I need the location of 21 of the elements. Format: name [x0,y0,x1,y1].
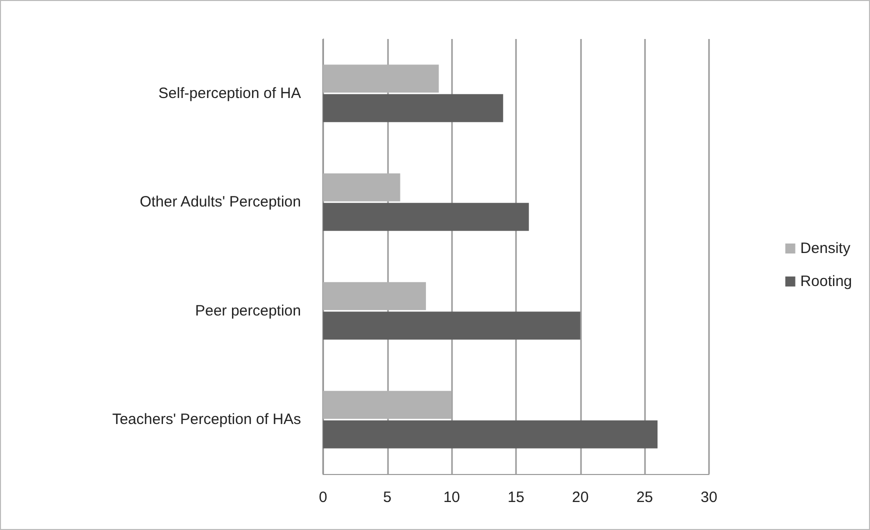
bar [323,94,504,122]
y-tick-label: Peer perception [195,302,301,320]
bar [323,202,529,231]
x-tick-label: 25 [636,489,654,506]
bar [323,312,580,340]
x-tick-label: 0 [318,489,328,506]
bar [323,390,452,419]
x-tick-label: 10 [443,489,460,506]
bar [323,282,426,310]
x-tick-label: 15 [508,489,524,506]
bar [323,420,658,448]
x-tick-label: 5 [383,489,392,506]
bar [323,64,439,93]
y-tick-label: Self-perception of HA [158,84,301,102]
x-tick-label: 30 [700,489,718,506]
legend-label: Rooting [800,273,852,290]
x-tick-label: 20 [572,489,589,506]
legend-label: Density [800,240,851,257]
y-tick-label: Other Adults' Perception [140,194,301,211]
bar [323,173,400,202]
y-tick-label: Teachers' Perception of HAs [112,411,301,428]
